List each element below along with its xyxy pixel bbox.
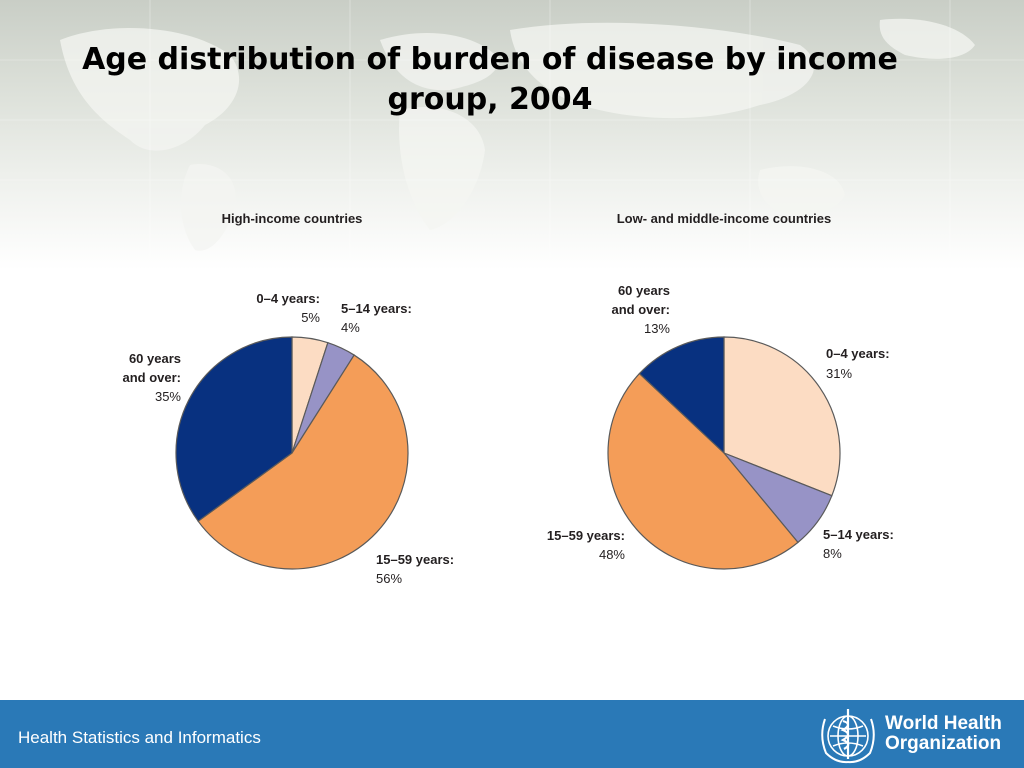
label-15-59-lmic: 15–59 years: 48% — [547, 528, 626, 562]
slice-label: 0–4 years: — [826, 346, 890, 361]
chart-low-middle-income: Low- and middle-income countries 60 year… — [547, 211, 894, 570]
svg-text:48%: 48% — [599, 547, 625, 562]
chart-high-income: High-income countries 0–4 years: 5% 5–14… — [122, 211, 454, 586]
pie-low-middle-income — [607, 336, 841, 570]
svg-text:5–14 years:: 5–14 years: — [341, 301, 412, 316]
slice-label-line1: 60 years — [618, 283, 670, 298]
slice-value-label: 5% — [301, 310, 320, 325]
svg-text:0–4 years:: 0–4 years: — [256, 291, 320, 306]
chart-title: Low- and middle-income countries — [617, 211, 832, 226]
label-0-4-lmic: 0–4 years: 31% — [826, 346, 890, 381]
slice-label-line2: and over: — [611, 302, 670, 317]
slice-label: 15–59 years: — [547, 528, 625, 543]
slice-value-label: 13% — [644, 321, 670, 336]
slice-value-label: 4% — [341, 320, 360, 335]
footer-bar: Health Statistics and Informatics — [0, 700, 1024, 768]
slice-value-label: 48% — [599, 547, 625, 562]
svg-text:56%: 56% — [376, 571, 402, 586]
slice-value-label: 31% — [826, 366, 852, 381]
svg-text:13%: 13% — [644, 321, 670, 336]
svg-text:35%: 35% — [155, 389, 181, 404]
slice-label-line1: 60 years — [129, 351, 181, 366]
svg-text:15–59 years:: 15–59 years: — [376, 552, 454, 567]
label-15-59-high: 15–59 years: 56% — [376, 552, 454, 586]
pie-charts: High-income countries 0–4 years: 5% 5–14… — [122, 211, 894, 586]
organization-name: World Health Organization — [885, 714, 1002, 754]
who-emblem-icon — [821, 709, 875, 764]
organization-name-line2: Organization — [885, 733, 1002, 754]
label-5-14-high: 5–14 years: 4% — [341, 301, 412, 335]
footer-text: Health Statistics and Informatics — [18, 728, 261, 747]
world-map-background — [0, 0, 1024, 270]
pie-high-income — [175, 336, 409, 570]
slice-value-label: 8% — [823, 546, 842, 561]
slice-label: 0–4 years: — [256, 291, 320, 306]
slice-label-line2: and over: — [122, 370, 181, 385]
label-60-plus-high: 60 years and over: 35% — [122, 351, 181, 404]
svg-text:0–4 years:: 0–4 years: — [826, 346, 890, 361]
svg-text:15–59 years:: 15–59 years: — [547, 528, 625, 543]
slide-title: Age distribution of burden of disease by… — [82, 42, 898, 117]
label-5-14-lmic: 5–14 years: 8% — [823, 527, 894, 561]
slice-value-label: 35% — [155, 389, 181, 404]
slice-60-plus-years — [175, 336, 293, 523]
svg-text:8%: 8% — [823, 546, 842, 561]
label-60-plus-lmic: 60 years and over: 13% — [611, 283, 670, 336]
slice-label: 5–14 years: — [341, 301, 412, 316]
slice-value-label: 56% — [376, 571, 402, 586]
svg-text:31%: 31% — [826, 366, 852, 381]
svg-text:5%: 5% — [301, 310, 320, 325]
world-map-icon — [0, 0, 1024, 270]
slice-label: 5–14 years: — [823, 527, 894, 542]
slice-label: 15–59 years: — [376, 552, 454, 567]
slice-0-4-years — [723, 336, 841, 497]
slice-60-plus-years — [638, 336, 725, 455]
chart-title: High-income countries — [222, 211, 363, 226]
svg-text:4%: 4% — [341, 320, 360, 335]
slice-15-59-years — [607, 372, 799, 570]
organization-name-line1: World Health — [885, 713, 1002, 734]
label-0-4-high: 0–4 years: 5% — [256, 291, 320, 325]
svg-text:5–14 years:: 5–14 years: — [823, 527, 894, 542]
slice-15-59-years — [197, 354, 409, 570]
